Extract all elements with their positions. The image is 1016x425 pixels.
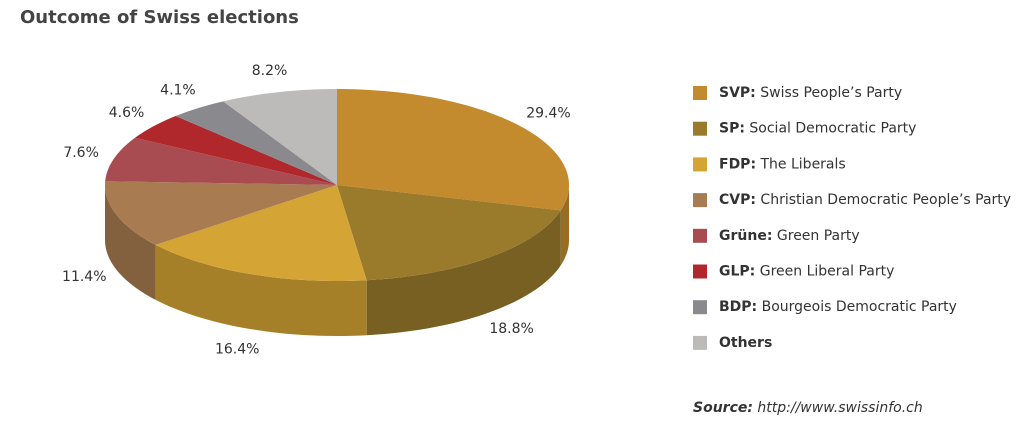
legend-entry: CVP: Christian Democratic People’s Party	[719, 192, 1011, 208]
legend-swatch	[693, 121, 707, 136]
legend-entry: FDP: The Liberals	[719, 156, 846, 172]
chart-title: Outcome of Swiss elections	[20, 7, 299, 28]
pie-slice	[337, 89, 569, 211]
legend-entry: Others	[719, 335, 772, 351]
legend-abbr: Grüne:	[719, 228, 772, 244]
legend-abbr: FDP:	[719, 156, 756, 172]
legend-swatch	[693, 228, 707, 243]
legend-entry: SP: Social Democratic Party	[719, 121, 916, 137]
pie-slice	[135, 116, 337, 185]
legend-abbr: CVP:	[719, 192, 756, 208]
legend-swatch	[693, 86, 707, 100]
legend-abbr: BDP:	[719, 299, 757, 315]
legend-label: Green Liberal Party	[760, 264, 895, 280]
pie-slice	[105, 181, 337, 245]
legend-entry: GLP: Green Liberal Party	[719, 264, 894, 280]
legend-abbr: Others	[719, 335, 772, 351]
legend-swatch	[693, 157, 707, 172]
pie-tops	[105, 89, 569, 281]
pie-side	[366, 210, 561, 336]
value-label: 8.2%	[252, 63, 288, 79]
pie-side	[560, 185, 569, 266]
value-label: 11.4%	[62, 269, 106, 285]
source: Source: http://www.swissinfo.ch	[693, 400, 923, 416]
pie-side	[155, 244, 367, 336]
value-label: 7.6%	[63, 145, 99, 161]
value-label: 16.4%	[215, 341, 259, 357]
legend-abbr: SVP:	[719, 85, 756, 101]
legend-label: Bourgeois Democratic Party	[762, 299, 957, 315]
pie-slice	[155, 185, 367, 281]
pie-slice	[105, 137, 337, 185]
source-label: Source:	[693, 400, 753, 416]
legend-label: Social Democratic Party	[749, 121, 916, 137]
legend-entry: BDP: Bourgeois Democratic Party	[719, 299, 957, 315]
legend-label: Swiss People’s Party	[760, 85, 902, 101]
legend-abbr: GLP:	[719, 264, 755, 280]
legend-swatch	[693, 193, 707, 208]
pie-slice	[223, 89, 337, 185]
legend-label: Christian Democratic People’s Party	[760, 192, 1011, 208]
legend-abbr: SP:	[719, 121, 745, 137]
value-label: 4.6%	[109, 105, 145, 121]
pie-sides	[105, 185, 569, 336]
legend-swatch	[693, 300, 707, 315]
legend-swatch	[693, 335, 707, 350]
source-text: http://www.swissinfo.ch	[757, 400, 922, 416]
value-label: 4.1%	[160, 82, 196, 98]
legend-label: Green Party	[777, 228, 860, 244]
legend-swatch	[693, 264, 707, 279]
legend-label: The Liberals	[760, 156, 846, 172]
value-label: 29.4%	[526, 105, 570, 121]
pie-slice	[337, 185, 561, 281]
pie-side	[105, 185, 156, 300]
legend-entry: Grüne: Green Party	[719, 228, 860, 244]
legend-entry: SVP: Swiss People’s Party	[719, 85, 902, 101]
value-label: 18.8%	[489, 321, 533, 337]
pie-slice	[175, 101, 337, 185]
